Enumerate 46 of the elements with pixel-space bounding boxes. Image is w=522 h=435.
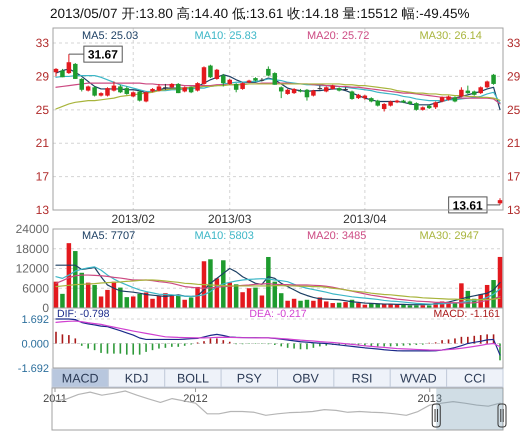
text: MA30: 26.14 — [420, 30, 482, 42]
text: KDJ — [124, 372, 148, 386]
y2-tick-label: 21 — [507, 136, 521, 150]
y-tick-label: 29 — [36, 69, 50, 84]
chart-title: 2013/05/07 开:13.80 高:14.40 低:13.61 收:14.18 量:15512 幅:-49.45% — [50, 6, 470, 21]
y-tick-label: 12000 — [16, 262, 50, 276]
x-tick-label: 2013/02 — [112, 212, 156, 226]
x-tick-label: 2013 — [417, 393, 442, 405]
series-label: DIF: -0.798 — [57, 308, 110, 320]
y2-tick-label: 29 — [507, 69, 521, 84]
text: WVAD — [400, 372, 437, 386]
x-tick-label: 2013/04 — [343, 212, 387, 226]
y-tick-label: 0 — [42, 301, 50, 315]
y2-tick-label: 17 — [507, 170, 521, 184]
y-tick-label: 18000 — [16, 242, 50, 256]
y-tick-label: 6000 — [22, 281, 50, 296]
text: OBV — [292, 372, 320, 386]
text: MACD — [62, 372, 99, 386]
x-tick-label: 2013/03 — [208, 212, 252, 226]
series-label: DEA: -0.217 — [249, 308, 307, 320]
y-tick-label: 25 — [36, 102, 50, 117]
y2-tick-label: 25 — [507, 102, 521, 117]
text: CCI — [464, 372, 486, 386]
y2-tick-label: 13 — [507, 203, 521, 217]
y-tick-label: 33 — [36, 36, 50, 50]
y-tick-label: -1.692 — [18, 363, 49, 375]
y2-tick-label: 33 — [507, 36, 521, 50]
text: MA5: 7707 — [82, 230, 136, 242]
text: MA10: 5803 — [194, 230, 254, 242]
text: MA10: 25.83 — [194, 30, 257, 42]
y-tick-label: 1.692 — [21, 314, 49, 326]
series-label: MACD: -1.161 — [433, 308, 500, 320]
annotation: 31.67 — [88, 48, 118, 62]
text: MA30: 2947 — [420, 230, 479, 242]
text: MA20: 3485 — [307, 230, 366, 242]
y-tick-label: 13 — [36, 203, 50, 217]
y-tick-label: 21 — [36, 136, 50, 150]
y-tick-label: 24000 — [16, 222, 50, 236]
annotation: 13.61 — [452, 198, 483, 212]
y-tick-label: 17 — [36, 170, 50, 184]
text: MA5: 25.03 — [82, 30, 138, 42]
text: BOLL — [176, 372, 209, 386]
text: PSY — [236, 372, 262, 386]
text: RSI — [352, 372, 372, 386]
text: MA20: 25.72 — [307, 30, 370, 42]
y-tick-label: 0.000 — [21, 338, 49, 350]
